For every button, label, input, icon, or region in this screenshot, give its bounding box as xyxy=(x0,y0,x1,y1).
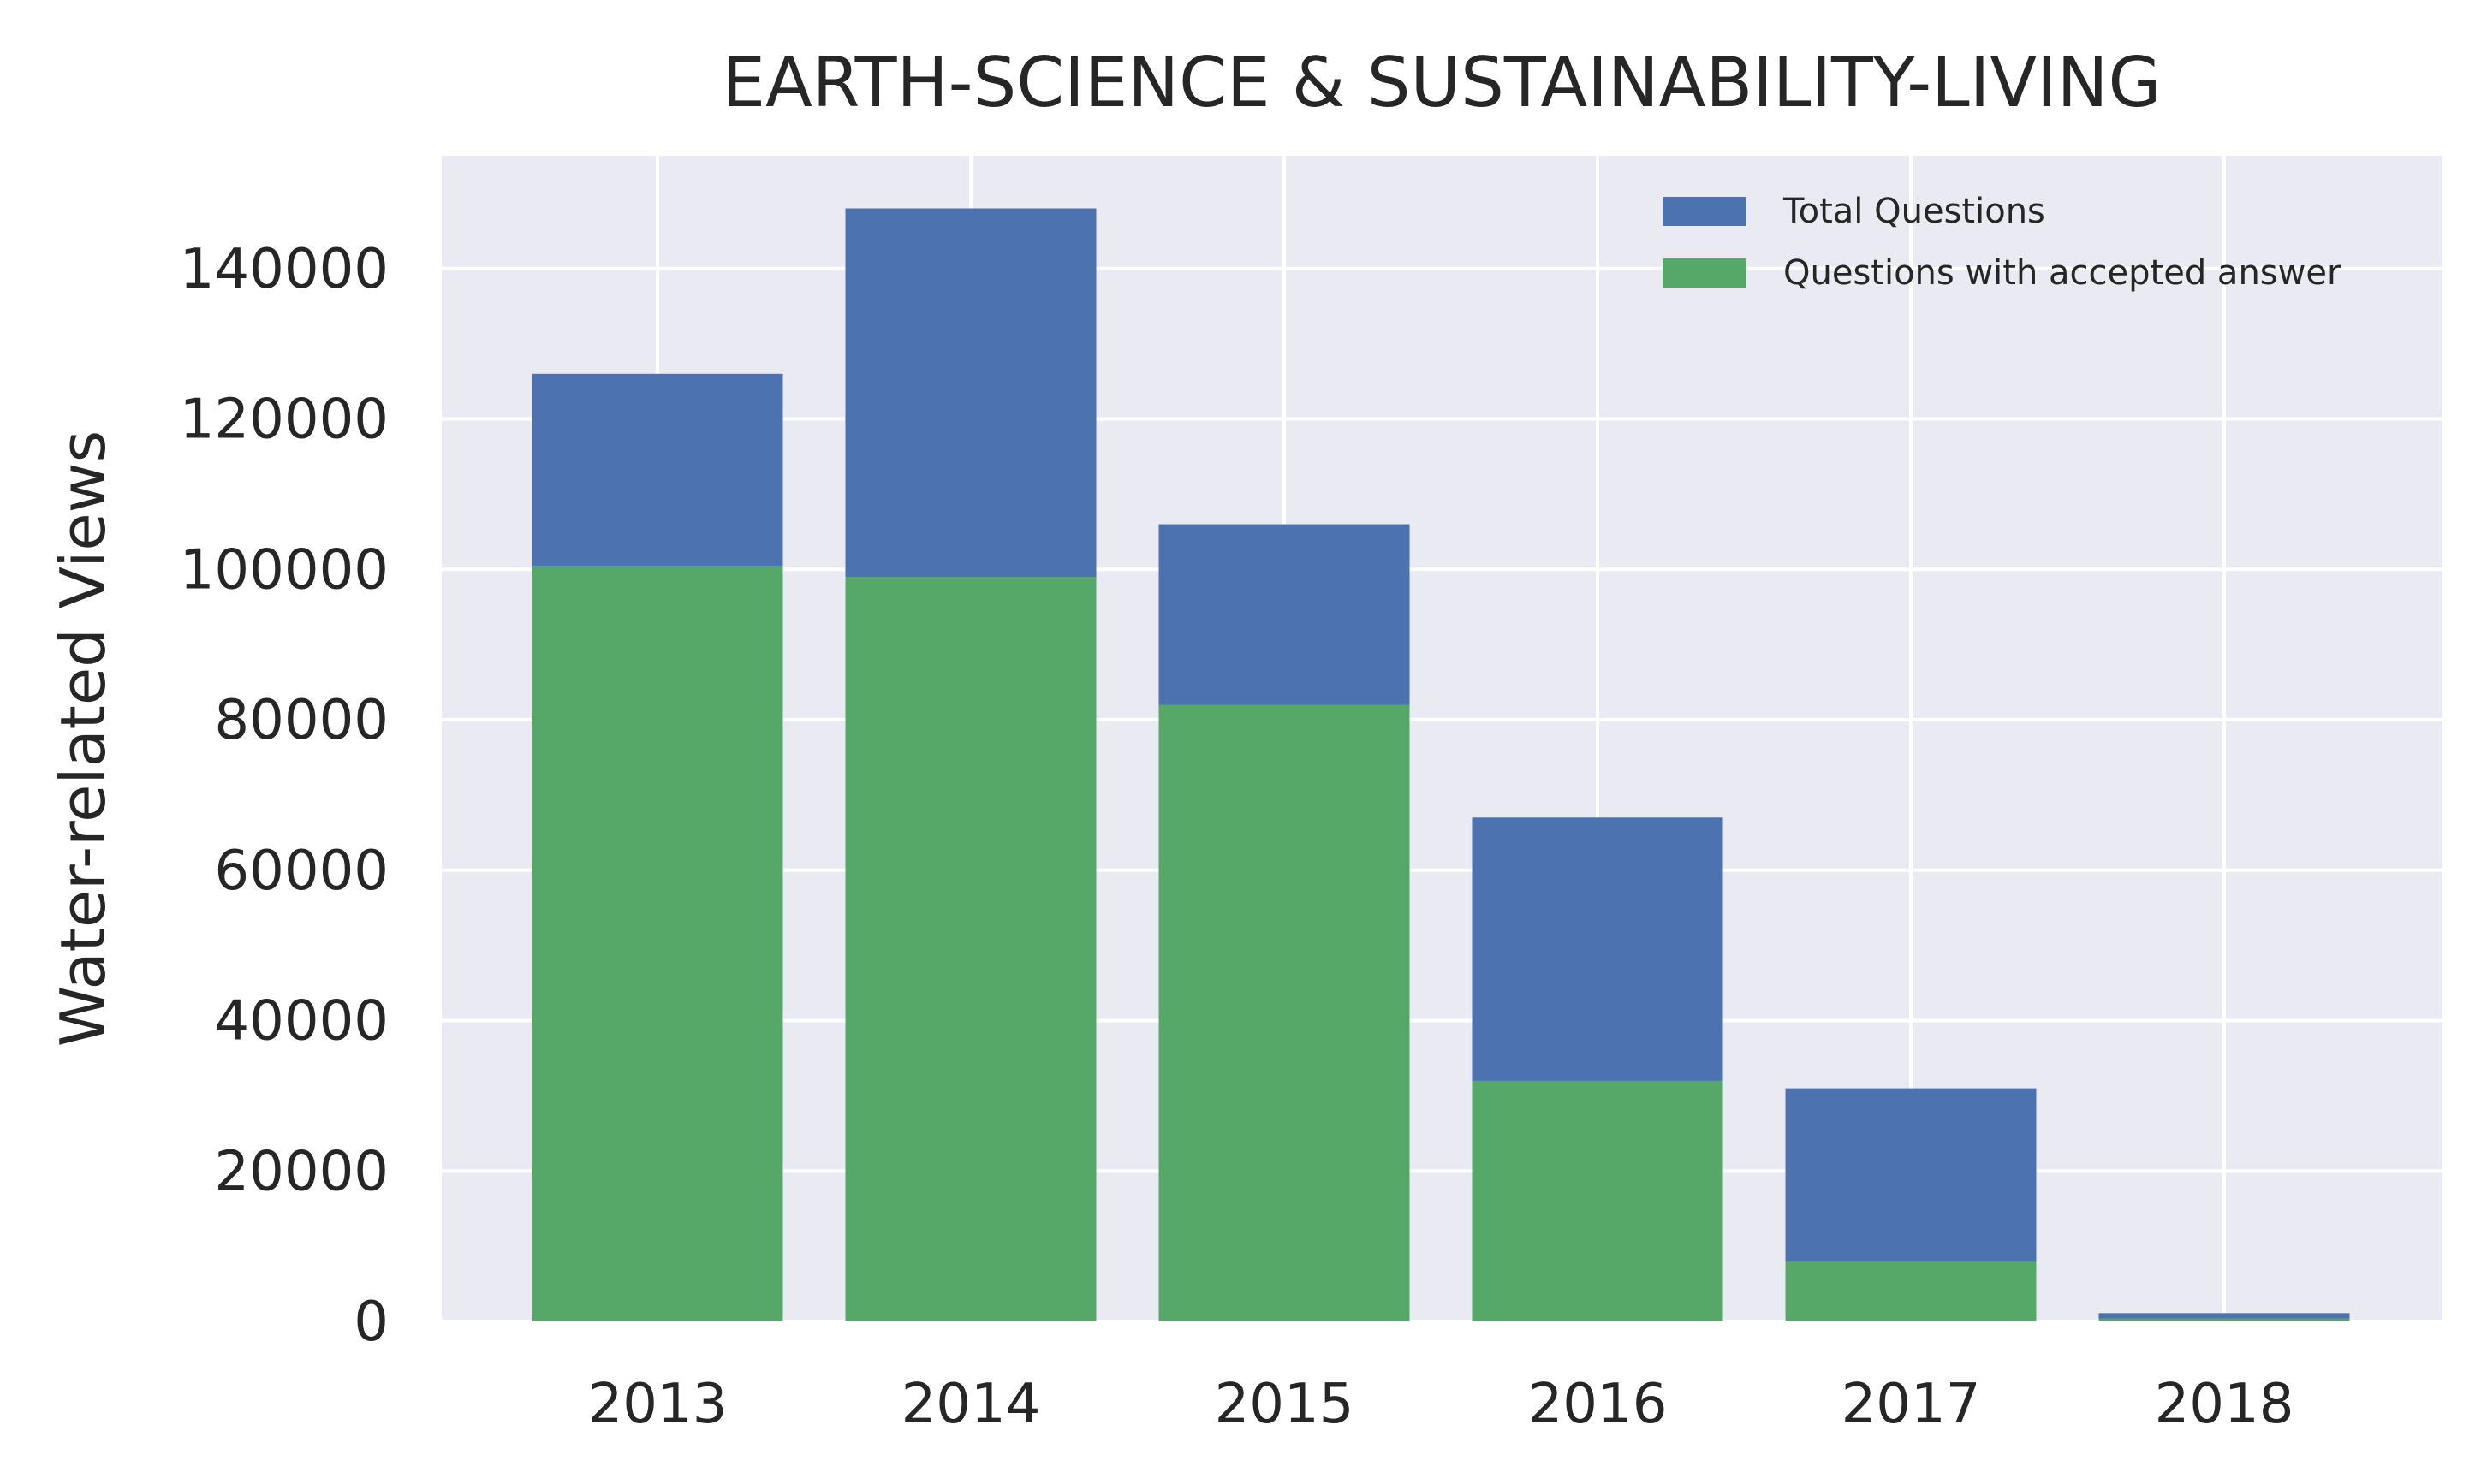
bar-total-questions-2018 xyxy=(2098,1313,2350,1321)
y-tick-label: 100000 xyxy=(180,538,389,602)
y-axis-label: Water-related Views xyxy=(47,430,119,1047)
x-tick-label: 2013 xyxy=(588,1373,728,1436)
y-tick-label: 40000 xyxy=(214,990,389,1054)
legend-swatch xyxy=(1663,197,1746,226)
bar-accepted-answer-2018 xyxy=(2098,1318,2350,1321)
y-ticks: 0 20000 40000 60000 80000 100000 120000 140000 xyxy=(180,238,389,1354)
legend: Total Questions Questions with accepted a… xyxy=(1663,192,2341,293)
y-tick-label: 140000 xyxy=(180,238,389,301)
x-tick-label: 2018 xyxy=(2155,1373,2294,1436)
x-tick-label: 2016 xyxy=(1528,1373,1668,1436)
legend-label: Questions with accepted answer xyxy=(1783,253,2341,293)
bars xyxy=(532,208,2350,1322)
x-tick-label: 2014 xyxy=(901,1373,1041,1436)
bar-accepted-answer-2015 xyxy=(1158,704,1410,1321)
bar-accepted-answer-2016 xyxy=(1472,1080,1723,1321)
legend-swatch xyxy=(1663,258,1746,288)
y-tick-label: 120000 xyxy=(180,389,389,452)
bar-accepted-answer-2014 xyxy=(845,577,1097,1321)
y-tick-label: 80000 xyxy=(214,689,389,752)
x-tick-label: 2017 xyxy=(1841,1373,1981,1436)
y-tick-label: 60000 xyxy=(214,840,389,903)
chart-title: EARTH-SCIENCE & SUSTAINABILITY-LIVING xyxy=(723,43,2162,122)
x-tick-label: 2015 xyxy=(1215,1373,1354,1436)
legend-label: Total Questions xyxy=(1782,192,2045,231)
y-tick-label: 0 xyxy=(354,1291,389,1354)
bar-accepted-answer-2017 xyxy=(1785,1261,2037,1321)
y-tick-label: 20000 xyxy=(214,1140,389,1203)
x-ticks: 2013 2014 2015 2016 2017 2018 xyxy=(588,1373,2294,1436)
bar-accepted-answer-2013 xyxy=(532,565,783,1321)
